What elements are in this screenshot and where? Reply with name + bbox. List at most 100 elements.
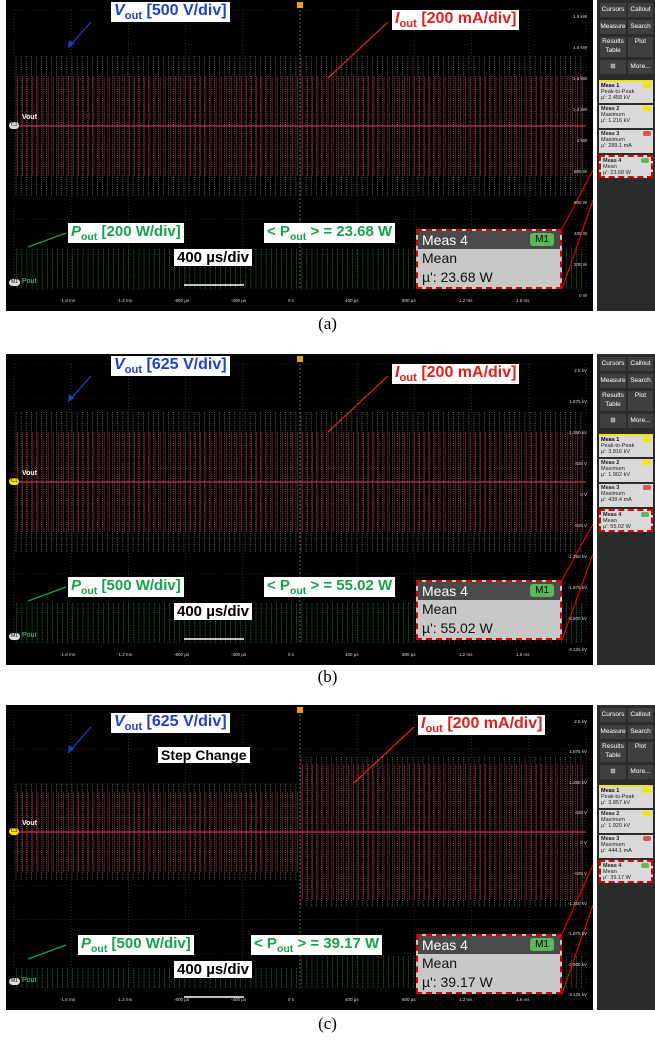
y-tick-label: -1.875 kV	[567, 931, 587, 937]
timebase-label: 400 µs/div	[174, 603, 253, 620]
trigger-marker[interactable]	[297, 356, 303, 362]
measurement-badge-4[interactable]: Meas 4 Mean µ': 23.68 W	[599, 155, 653, 178]
y-tick-label: 1.250 kV	[569, 779, 587, 785]
measurement-value: µ': 1.902 kV	[601, 472, 630, 478]
measurement-title: Meas 4	[603, 512, 622, 518]
channel-1-badge[interactable]: C1	[9, 828, 20, 835]
results-table-button[interactable]: Results Table	[600, 37, 626, 57]
zoom-value: µ': 23.68 W	[422, 269, 493, 285]
callout-button[interactable]: Callout	[628, 357, 653, 371]
x-tick-label: 400 µs	[345, 652, 359, 657]
caption-a: (a)	[318, 314, 337, 333]
measurement-title: Meas 1	[601, 437, 620, 443]
measurement-badge-3[interactable]: Meas 3 Maximum µ': 444.1 mA	[599, 835, 653, 858]
x-tick-label: -800 µs	[174, 298, 190, 303]
plot-button[interactable]: Plot	[628, 742, 653, 762]
measure-button[interactable]: Measure	[600, 20, 626, 34]
add-new-icon[interactable]: ⊞	[600, 765, 626, 779]
y-tick-label: -2.500 kV	[567, 961, 587, 967]
more-button[interactable]: More...	[628, 414, 653, 428]
zoom-title: Meas 4	[418, 582, 560, 600]
waveform-display[interactable]: -1.6 ms -1.2 ms -800 µs -400 µs 0 s 400 µs 800…	[6, 705, 593, 1010]
measurement-type: Maximum	[601, 466, 625, 472]
measurement-badge-1[interactable]: Meas 1 Peak-to-Peak µ': 2.458 kV	[599, 80, 653, 103]
math-1-badge[interactable]: M1	[9, 633, 20, 640]
y-tick-label: 0 V	[580, 492, 587, 497]
cursors-button[interactable]: Cursors	[600, 3, 626, 17]
measurement-badge-4[interactable]: Meas 4 Mean µ': 39.17 W	[599, 860, 653, 883]
measurement-source-badge	[643, 788, 651, 793]
callout-button[interactable]: Callout	[628, 3, 653, 17]
plot-button[interactable]: Plot	[628, 391, 653, 411]
y-tick-label: 1.875 kV	[569, 399, 587, 404]
search-button[interactable]: Search	[628, 374, 653, 388]
average-power-label: < Pout > = 39.17 W	[251, 935, 383, 955]
measurement-source-badge	[643, 131, 651, 136]
x-tick-label: 800 µs	[402, 298, 416, 303]
waveform-traces	[13, 2, 593, 290]
measurement-type: Peak-to-Peak	[601, 89, 635, 95]
y-tick-label: 1.8 kW	[572, 14, 587, 19]
y-tick-label: 625 V	[575, 810, 587, 815]
x-tick-label: -400 µs	[231, 997, 247, 1002]
math-1-badge[interactable]: M1	[9, 279, 20, 286]
measure-button[interactable]: Measure	[600, 374, 626, 388]
timebase-label: 400 µs/div	[174, 249, 253, 266]
measurement-badge-1[interactable]: Meas 1 Peak-to-Peak µ': 3.816 kV	[599, 434, 653, 457]
results-table-button[interactable]: Results Table	[600, 742, 626, 762]
x-tick-label: -800 µs	[174, 997, 190, 1002]
y-tick-label: 1.6 kW	[572, 45, 587, 50]
measurement-badge-3[interactable]: Meas 3 Maximum µ': 289.1 mA	[599, 130, 653, 153]
zoom-title: Meas 4	[418, 231, 560, 249]
x-tick-label: -1.2 ms	[117, 652, 133, 657]
measure-button[interactable]: Measure	[600, 725, 626, 739]
measurement-type: Maximum	[601, 817, 625, 823]
add-new-icon[interactable]: ⊞	[600, 414, 626, 428]
measurement-badge-1[interactable]: Meas 1 Peak-to-Peak µ': 3.857 kV	[599, 785, 653, 808]
waveform-display[interactable]: -1.6 ms -1.2 ms -800 µs -400 µs 0 s 400 µs 800…	[6, 354, 593, 665]
add-new-icon[interactable]: ⊞	[600, 60, 626, 74]
more-button[interactable]: More...	[628, 765, 653, 779]
plot-button[interactable]: Plot	[628, 37, 653, 57]
channel-1-badge[interactable]: C1	[9, 478, 20, 485]
search-button[interactable]: Search	[628, 725, 653, 739]
measurement-value: µ': 1.216 kV	[601, 118, 630, 124]
measurement-badge-2[interactable]: Meas 2 Maximum µ': 1.216 kV	[599, 105, 653, 128]
measurement-type: Peak-to-Peak	[601, 443, 635, 449]
measurement-badge-2[interactable]: Meas 2 Maximum µ': 1.920 kV	[599, 810, 653, 833]
waveform-display[interactable]: -1.6 ms -1.2 ms -800 µs -400 µs 0 s 400 µs 800…	[6, 0, 593, 311]
measurement-value: µ': 1.920 kV	[601, 823, 630, 829]
step-change-arrow	[263, 756, 297, 762]
cursors-button[interactable]: Cursors	[600, 708, 626, 722]
scope-panel-c: -1.6 ms -1.2 ms -800 µs -400 µs 0 s 400 µs 800…	[6, 705, 655, 1010]
x-tick-label: 1.6 ms	[516, 652, 530, 657]
cursors-button[interactable]: Cursors	[600, 357, 626, 371]
measurement-value: µ': 439.4 mA	[601, 497, 632, 503]
x-tick-label: -400 µs	[231, 298, 247, 303]
channel-1-label: Vout	[22, 114, 38, 121]
measurement-badge-2[interactable]: Meas 2 Maximum µ': 1.902 kV	[599, 459, 653, 482]
scope-panel-b: -1.6 ms -1.2 ms -800 µs -400 µs 0 s 400 µs 800…	[6, 354, 655, 665]
channel-1-badge[interactable]: C1	[9, 122, 20, 129]
search-button[interactable]: Search	[628, 20, 653, 34]
math-1-badge[interactable]: M1	[9, 978, 20, 985]
iout-arrow	[353, 726, 415, 784]
zoom-stat: Mean	[422, 601, 458, 617]
x-tick-label: 800 µs	[402, 652, 416, 657]
measurement-source-badge	[641, 512, 649, 517]
trigger-marker[interactable]	[297, 2, 303, 8]
measurement-title: Meas 2	[601, 106, 620, 112]
measurement-value: µ': 444.1 mA	[601, 848, 632, 854]
measurement-title: Meas 3	[601, 131, 620, 137]
y-tick-label: -1.875 kV	[567, 585, 587, 590]
measurement-badge-4[interactable]: Meas 4 Mean µ': 55.02 W	[599, 509, 653, 532]
results-table-button[interactable]: Results Table	[600, 391, 626, 411]
measurement-badge-3[interactable]: Meas 3 Maximum µ': 439.4 mA	[599, 484, 653, 507]
callout-button[interactable]: Callout	[628, 708, 653, 722]
pout-arrow	[27, 232, 67, 248]
caption-b: (b)	[317, 667, 338, 686]
y-tick-label: -3.125 kV	[567, 647, 587, 652]
more-button[interactable]: More...	[628, 60, 653, 74]
trigger-marker[interactable]	[297, 707, 303, 713]
zoom-connector	[561, 904, 593, 995]
